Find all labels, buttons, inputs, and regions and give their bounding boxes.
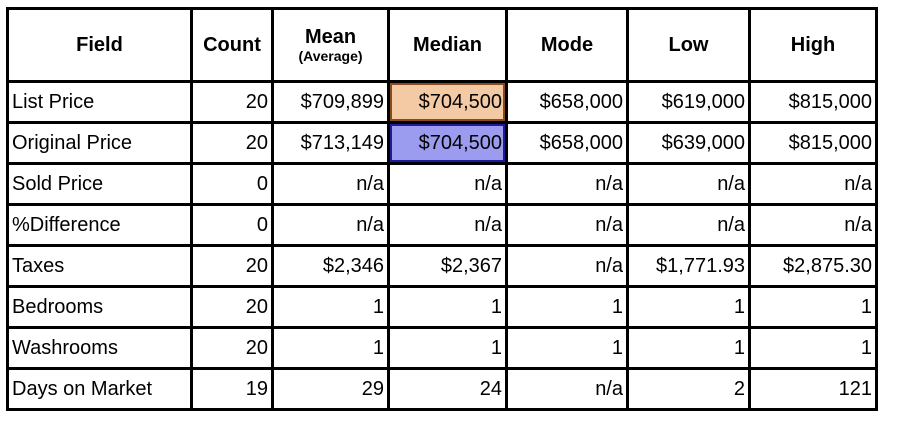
cell-mean: n/a (271, 162, 390, 206)
column-header-mean-sublabel: (Average) (298, 47, 363, 64)
cell-median: $2,367 (387, 244, 508, 288)
cell-high: n/a (748, 203, 878, 247)
cell-high: 1 (748, 326, 878, 370)
cell-count: 0 (190, 162, 274, 206)
cell-low: n/a (626, 203, 751, 247)
cell-mode: n/a (505, 367, 629, 411)
cell-mean: 1 (271, 285, 390, 329)
cell-count: 20 (190, 121, 274, 165)
cell-mean: $2,346 (271, 244, 390, 288)
cell-field: Days on Market (6, 367, 193, 411)
table-row-sold-price: Sold Price 0 n/a n/a n/a n/a n/a (6, 162, 878, 206)
cell-median: n/a (387, 203, 508, 247)
cell-high: n/a (748, 162, 878, 206)
cell-high: $2,875.30 (748, 244, 878, 288)
cell-mode: $658,000 (505, 121, 629, 165)
cell-count: 20 (190, 80, 274, 124)
column-header-field: Field (6, 7, 193, 83)
cell-field: List Price (6, 80, 193, 124)
cell-mode: n/a (505, 244, 629, 288)
cell-mean: 29 (271, 367, 390, 411)
cell-mode: $658,000 (505, 80, 629, 124)
cell-count: 20 (190, 244, 274, 288)
column-header-median: Median (387, 7, 508, 83)
table-row-days-on-market: Days on Market 19 29 24 n/a 2 121 (6, 367, 878, 411)
table-row-percent-difference: %Difference 0 n/a n/a n/a n/a n/a (6, 203, 878, 247)
table-row-bedrooms: Bedrooms 20 1 1 1 1 1 (6, 285, 878, 329)
column-header-mean-label: Mean (304, 25, 357, 48)
cell-high: $815,000 (748, 80, 878, 124)
cell-mean: n/a (271, 203, 390, 247)
cell-mean: 1 (271, 326, 390, 370)
cell-field: Sold Price (6, 162, 193, 206)
column-header-mean: Mean (Average) (271, 7, 390, 83)
cell-median: 24 (387, 367, 508, 411)
cell-low: 1 (626, 326, 751, 370)
cell-field: %Difference (6, 203, 193, 247)
cell-high: 121 (748, 367, 878, 411)
cell-mode: n/a (505, 162, 629, 206)
cell-low: n/a (626, 162, 751, 206)
cell-low: $1,771.93 (626, 244, 751, 288)
cell-mode: 1 (505, 326, 629, 370)
cell-high: $815,000 (748, 121, 878, 165)
cell-median: n/a (387, 162, 508, 206)
cell-count: 0 (190, 203, 274, 247)
cell-high: 1 (748, 285, 878, 329)
column-header-count: Count (190, 7, 274, 83)
column-header-low: Low (626, 7, 751, 83)
cell-low: $639,000 (626, 121, 751, 165)
cell-median-highlighted-blue[interactable]: $704,500 (387, 121, 508, 165)
table-row-washrooms: Washrooms 20 1 1 1 1 1 (6, 326, 878, 370)
cell-mode: 1 (505, 285, 629, 329)
cell-count: 19 (190, 367, 274, 411)
cell-mode: n/a (505, 203, 629, 247)
table-header-row: Field Count Mean (Average) Median Mode L… (6, 7, 878, 83)
cell-low: 1 (626, 285, 751, 329)
table-row-taxes: Taxes 20 $2,346 $2,367 n/a $1,771.93 $2,… (6, 244, 878, 288)
cell-field: Bedrooms (6, 285, 193, 329)
cell-count: 20 (190, 285, 274, 329)
cell-mean: $713,149 (271, 121, 390, 165)
cell-low: $619,000 (626, 80, 751, 124)
listing-statistics-table: Field Count Mean (Average) Median Mode L… (6, 7, 878, 411)
column-header-mode: Mode (505, 7, 629, 83)
table-row-list-price: List Price 20 $709,899 $704,500 $658,000… (6, 80, 878, 124)
cell-field: Taxes (6, 244, 193, 288)
cell-median: 1 (387, 326, 508, 370)
cell-low: 2 (626, 367, 751, 411)
cell-median: 1 (387, 285, 508, 329)
cell-field: Washrooms (6, 326, 193, 370)
cell-median-highlighted-orange[interactable]: $704,500 (387, 80, 508, 124)
cell-mean: $709,899 (271, 80, 390, 124)
column-header-high: High (748, 7, 878, 83)
table-row-original-price: Original Price 20 $713,149 $704,500 $658… (6, 121, 878, 165)
cell-count: 20 (190, 326, 274, 370)
cell-field: Original Price (6, 121, 193, 165)
